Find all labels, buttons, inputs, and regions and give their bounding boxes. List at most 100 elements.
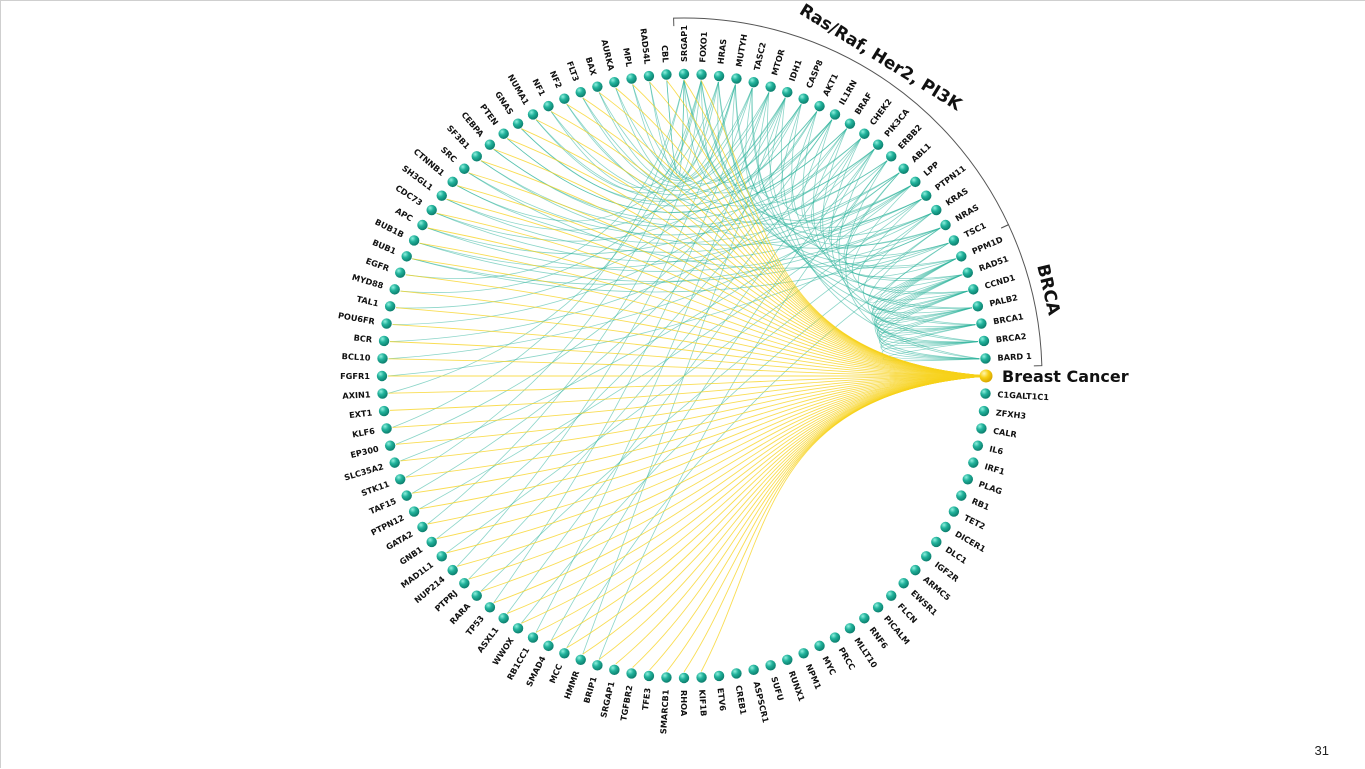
gene-node bbox=[426, 536, 437, 548]
gene-label: MYC bbox=[820, 654, 838, 676]
gene-node bbox=[609, 76, 620, 88]
gene-label: RAD54L bbox=[638, 28, 652, 65]
gene-node bbox=[527, 632, 539, 643]
gene-edge bbox=[735, 84, 941, 247]
gene-edge bbox=[822, 128, 973, 309]
gene-label: MTOR bbox=[769, 47, 787, 76]
gene-edge bbox=[812, 119, 968, 295]
gene-node bbox=[886, 151, 897, 162]
gene-edge bbox=[395, 97, 786, 309]
hub-edge bbox=[535, 119, 987, 377]
gene-node bbox=[931, 204, 942, 216]
hub-edge bbox=[405, 274, 987, 377]
gene-edge bbox=[751, 87, 949, 257]
gene-edge bbox=[395, 103, 802, 445]
gene-label: CREB1 bbox=[734, 684, 749, 715]
gene-node bbox=[512, 118, 524, 129]
gene-edge bbox=[388, 80, 702, 394]
hub-edge bbox=[480, 375, 987, 592]
gene-label: TP53 bbox=[464, 613, 487, 637]
gene-edge bbox=[802, 111, 963, 281]
gene-edge bbox=[876, 290, 973, 326]
hub-edge bbox=[649, 375, 987, 671]
gene-label: BCR bbox=[353, 332, 373, 344]
gene-node bbox=[401, 490, 412, 501]
hub-edge bbox=[419, 242, 987, 377]
gene-node bbox=[731, 668, 742, 679]
gene-edge bbox=[791, 104, 956, 269]
hub-edge bbox=[507, 138, 987, 377]
gene-label: BRIP1 bbox=[581, 675, 598, 704]
gene-label: TSC1 bbox=[962, 220, 987, 239]
hub-edge bbox=[405, 375, 987, 478]
gene-edge bbox=[412, 111, 818, 494]
gene-node bbox=[527, 109, 539, 120]
gene-edge bbox=[456, 84, 736, 567]
gene-edge bbox=[879, 290, 980, 360]
gene-label: SMARCB1 bbox=[658, 689, 671, 734]
gene-node bbox=[436, 190, 447, 201]
gene-edge bbox=[457, 81, 719, 222]
gene-label: BARD 1 bbox=[997, 351, 1032, 363]
gene-label: TAL1 bbox=[356, 294, 380, 309]
gene-label: BAX bbox=[584, 56, 599, 78]
gene-node bbox=[765, 81, 776, 92]
gene-edge bbox=[830, 138, 976, 326]
gene-label: APC bbox=[394, 205, 415, 223]
gene-node bbox=[829, 109, 841, 120]
gene-node bbox=[844, 118, 856, 129]
gene-node bbox=[484, 139, 496, 150]
gene-node bbox=[956, 251, 967, 262]
hub-edge bbox=[632, 375, 987, 668]
hub-edge bbox=[436, 375, 987, 540]
gene-label: ETV6 bbox=[715, 687, 728, 712]
gene-edge bbox=[493, 138, 862, 220]
gene-node bbox=[512, 623, 524, 634]
gene-node bbox=[395, 474, 406, 485]
gene-label: BCL10 bbox=[341, 351, 371, 363]
hub-edge bbox=[468, 172, 987, 377]
gene-node bbox=[844, 623, 856, 634]
gene-node bbox=[972, 440, 984, 451]
gene-label: IDH1 bbox=[787, 58, 804, 83]
hub-edge bbox=[468, 375, 987, 580]
gene-label: SRC bbox=[439, 144, 459, 164]
hub-edge bbox=[400, 290, 987, 377]
gene-node bbox=[972, 301, 984, 312]
group-bracket bbox=[673, 17, 1010, 229]
hub-edge bbox=[392, 324, 987, 377]
gene-label: LPP bbox=[921, 159, 941, 178]
gene-node bbox=[543, 100, 554, 112]
gene-edge bbox=[412, 212, 932, 285]
gene-label: AKT1 bbox=[820, 71, 840, 97]
gene-node bbox=[592, 660, 603, 671]
gene-label: RUNX1 bbox=[787, 669, 807, 703]
gene-node bbox=[872, 139, 884, 150]
gene-node bbox=[377, 388, 388, 399]
gene-edge bbox=[780, 104, 875, 210]
gene-edge bbox=[550, 80, 702, 188]
gene-edge bbox=[666, 79, 685, 177]
gene-node bbox=[978, 335, 990, 347]
gene-edge bbox=[598, 160, 888, 660]
gene-node bbox=[643, 670, 655, 682]
gene-label: MPL bbox=[621, 47, 634, 68]
gene-label: PTEN bbox=[478, 102, 500, 127]
gene-node bbox=[626, 73, 637, 84]
gene-edge bbox=[879, 307, 976, 337]
gene-label: TAF15 bbox=[368, 496, 398, 516]
gene-label: NF2 bbox=[548, 69, 564, 90]
gene-edge bbox=[457, 172, 900, 244]
gene-node bbox=[968, 457, 979, 468]
gene-label: PTPRJ bbox=[433, 588, 459, 614]
gene-node bbox=[559, 93, 570, 104]
hub-edge bbox=[412, 258, 987, 377]
gene-label: AXIN1 bbox=[342, 389, 371, 401]
gene-label: NPM1 bbox=[804, 662, 824, 691]
hub-edge bbox=[388, 358, 987, 377]
gene-node bbox=[872, 602, 884, 613]
gene-node bbox=[696, 69, 707, 80]
gene-label: KLF6 bbox=[351, 426, 376, 440]
gene-edge bbox=[550, 149, 875, 641]
